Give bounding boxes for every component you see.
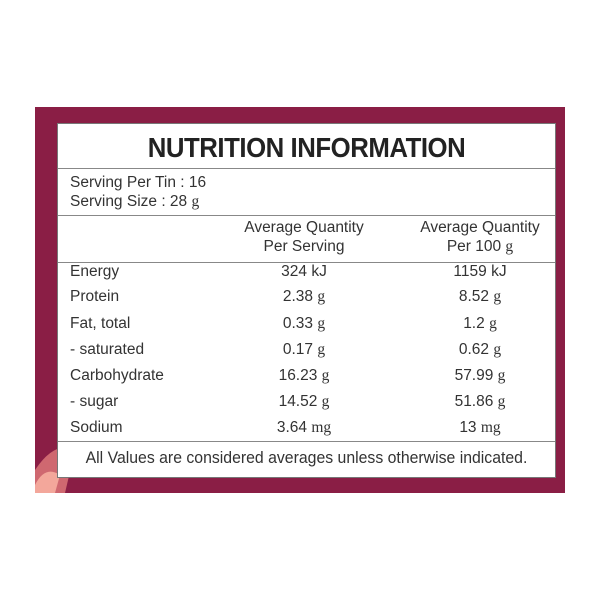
- divider: [58, 262, 555, 263]
- value: 16.23: [278, 367, 318, 384]
- nutrient-value: 2.38 g: [283, 288, 325, 306]
- nutrient-name: Sodium: [70, 419, 123, 436]
- unit: g: [191, 193, 200, 210]
- column-header-text: Per Serving: [263, 238, 345, 255]
- nutrient-name: Energy: [70, 263, 120, 280]
- value: 1159 kJ: [453, 263, 507, 280]
- unit: g: [317, 341, 326, 358]
- unit: g: [321, 393, 330, 410]
- nutrient-name: - saturated: [70, 341, 145, 358]
- nutrient-value: 0.62 g: [459, 341, 501, 359]
- unit: mg: [311, 419, 332, 436]
- unit: g: [505, 238, 514, 255]
- value: 13: [459, 419, 477, 436]
- column-header: Average Quantity: [244, 219, 364, 236]
- unit: g: [317, 315, 326, 332]
- unit: g: [497, 393, 506, 410]
- divider: [58, 168, 555, 169]
- nutrient-value: 16.23 g: [279, 367, 330, 385]
- unit: g: [497, 367, 506, 384]
- unit: g: [321, 367, 330, 384]
- nutrient-value: 324 kJ: [281, 263, 327, 281]
- nutrient-name: - sugar: [70, 393, 119, 410]
- unit: g: [493, 341, 502, 358]
- nutrient-name: Fat, total: [70, 315, 131, 332]
- nutrient-value: 1159 kJ: [453, 263, 506, 281]
- value: 51.86: [454, 393, 494, 410]
- unit: g: [489, 315, 497, 332]
- nutrient-value: 8.52 g: [459, 288, 501, 306]
- value: 0.17: [282, 341, 314, 358]
- serving-size-label: Serving Size : 28: [70, 193, 188, 210]
- nutrient-value: 3.64 mg: [277, 419, 331, 437]
- nutrient-name: Protein: [70, 288, 120, 305]
- serving-size: Serving Size : 28 g: [70, 193, 199, 211]
- serving-per-tin: Serving Per Tin : 16: [70, 174, 207, 191]
- value: 57.99: [454, 367, 494, 384]
- footer-note: All Values are considered averages unles…: [85, 448, 528, 467]
- divider: [58, 441, 555, 442]
- nutrient-value: 0.17 g: [283, 341, 325, 359]
- divider: [58, 215, 555, 216]
- title: NUTRITION INFORMATION: [147, 132, 466, 163]
- value: 324 kJ: [281, 263, 327, 280]
- nutrient-value: 14.52 g: [279, 393, 330, 411]
- value: 2.38: [282, 288, 314, 305]
- value: 0.33: [282, 315, 314, 332]
- nutrition-panel: NUTRITION INFORMATION Serving Per Tin : …: [57, 123, 556, 478]
- value: 3.64: [276, 419, 308, 436]
- value: 14.52: [278, 393, 318, 410]
- value: 1.2: [463, 315, 485, 332]
- column-header: Average Quantity: [420, 219, 540, 236]
- nutrient-value: 57.99 g: [455, 367, 506, 385]
- value: 8.52: [458, 288, 490, 305]
- nutrient-value: 0.33 g: [283, 315, 325, 333]
- nutrient-value: 1.2 g: [463, 315, 497, 333]
- unit: g: [317, 288, 326, 305]
- unit: mg: [480, 419, 501, 436]
- unit: g: [493, 288, 502, 305]
- value: 0.62: [458, 341, 490, 358]
- nutrient-value: 51.86 g: [455, 393, 506, 411]
- column-header: Per Serving: [264, 238, 345, 256]
- nutrient-value: 13 mg: [459, 419, 500, 437]
- nutrient-name: Carbohydrate: [70, 367, 164, 384]
- column-header-text: Per 100: [446, 238, 502, 255]
- column-header: Per 100 g: [447, 238, 513, 256]
